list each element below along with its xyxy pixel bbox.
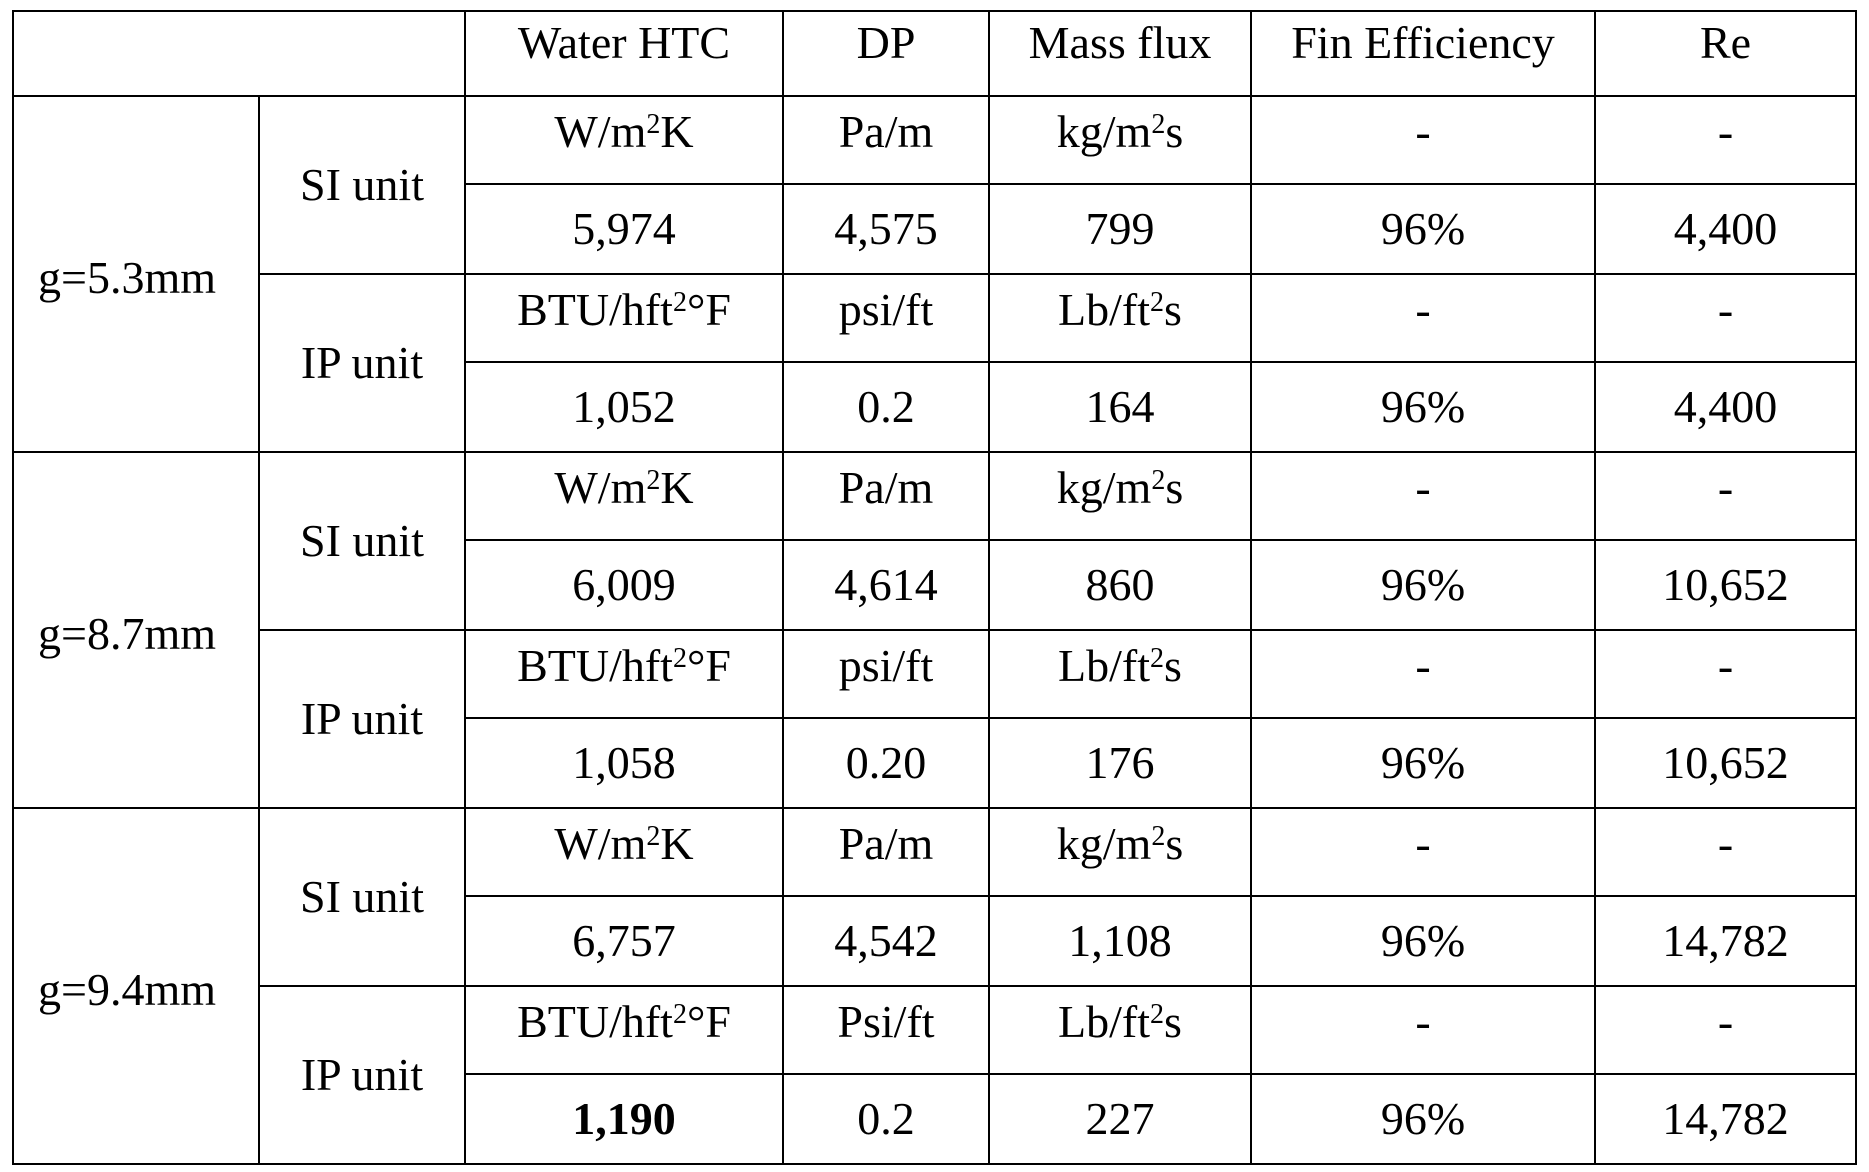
value-cell-htc: 6,757 xyxy=(465,896,783,986)
unit-cell-dp: psi/ft xyxy=(783,274,989,362)
table-row: IP unit BTU/hft2°F psi/ft Lb/ft2s - - xyxy=(13,630,1856,718)
unit-cell-re: - xyxy=(1595,630,1856,718)
column-header-water-htc: Water HTC xyxy=(465,11,783,96)
value-cell-mass-flux: 799 xyxy=(989,184,1251,274)
value-cell-htc: 1,190 xyxy=(465,1074,783,1164)
value-cell-re: 14,782 xyxy=(1595,1074,1856,1164)
unit-cell-fin: - xyxy=(1251,274,1595,362)
value-cell-mass-flux: 227 xyxy=(989,1074,1251,1164)
value-cell-fin: 96% xyxy=(1251,1074,1595,1164)
unit-cell-mass-flux: Lb/ft2s xyxy=(989,274,1251,362)
value-cell-re: 10,652 xyxy=(1595,540,1856,630)
value-cell-dp: 0.2 xyxy=(783,362,989,452)
column-header-mass-flux: Mass flux xyxy=(989,11,1251,96)
unit-system-label: SI unit xyxy=(259,808,465,986)
unit-system-label: SI unit xyxy=(259,452,465,630)
unit-cell-htc: W/m2K xyxy=(465,452,783,540)
header-row: Water HTC DP Mass flux Fin Efficiency Re xyxy=(13,11,1856,96)
unit-cell-htc: BTU/hft2°F xyxy=(465,630,783,718)
results-table: Water HTC DP Mass flux Fin Efficiency Re… xyxy=(12,10,1857,1165)
unit-cell-dp: Pa/m xyxy=(783,452,989,540)
unit-cell-mass-flux: kg/m2s xyxy=(989,96,1251,184)
value-cell-dp: 4,575 xyxy=(783,184,989,274)
unit-cell-mass-flux: kg/m2s xyxy=(989,452,1251,540)
unit-cell-htc: BTU/hft2°F xyxy=(465,274,783,362)
unit-cell-fin: - xyxy=(1251,986,1595,1074)
value-cell-htc: 1,058 xyxy=(465,718,783,808)
value-cell-re: 4,400 xyxy=(1595,362,1856,452)
table-row: IP unit BTU/hft2°F psi/ft Lb/ft2s - - xyxy=(13,274,1856,362)
gap-label: g=9.4mm xyxy=(13,808,259,1164)
unit-cell-mass-flux: Lb/ft2s xyxy=(989,986,1251,1074)
unit-system-label: SI unit xyxy=(259,96,465,274)
value-cell-mass-flux: 164 xyxy=(989,362,1251,452)
column-header-re: Re xyxy=(1595,11,1856,96)
corner-cell xyxy=(13,11,465,96)
value-cell-mass-flux: 1,108 xyxy=(989,896,1251,986)
unit-cell-htc: W/m2K xyxy=(465,96,783,184)
value-cell-htc: 6,009 xyxy=(465,540,783,630)
unit-system-label: IP unit xyxy=(259,630,465,808)
value-cell-re: 4,400 xyxy=(1595,184,1856,274)
value-cell-dp: 0.2 xyxy=(783,1074,989,1164)
value-cell-fin: 96% xyxy=(1251,896,1595,986)
value-cell-fin: 96% xyxy=(1251,362,1595,452)
table-row: g=5.3mm SI unit W/m2K Pa/m kg/m2s - - xyxy=(13,96,1856,184)
unit-cell-re: - xyxy=(1595,452,1856,540)
column-header-dp: DP xyxy=(783,11,989,96)
value-cell-htc: 1,052 xyxy=(465,362,783,452)
gap-label: g=8.7mm xyxy=(13,452,259,808)
unit-cell-dp: psi/ft xyxy=(783,630,989,718)
value-cell-dp: 0.20 xyxy=(783,718,989,808)
value-cell-htc: 5,974 xyxy=(465,184,783,274)
value-cell-re: 10,652 xyxy=(1595,718,1856,808)
table-row: IP unit BTU/hft2°F Psi/ft Lb/ft2s - - xyxy=(13,986,1856,1074)
value-cell-re: 14,782 xyxy=(1595,896,1856,986)
unit-cell-dp: Psi/ft xyxy=(783,986,989,1074)
value-cell-fin: 96% xyxy=(1251,540,1595,630)
unit-cell-re: - xyxy=(1595,808,1856,896)
unit-cell-dp: Pa/m xyxy=(783,808,989,896)
column-header-fin-efficiency: Fin Efficiency xyxy=(1251,11,1595,96)
unit-cell-htc: BTU/hft2°F xyxy=(465,986,783,1074)
value-cell-dp: 4,614 xyxy=(783,540,989,630)
unit-cell-mass-flux: kg/m2s xyxy=(989,808,1251,896)
unit-cell-fin: - xyxy=(1251,630,1595,718)
unit-cell-re: - xyxy=(1595,96,1856,184)
unit-cell-dp: Pa/m xyxy=(783,96,989,184)
unit-cell-htc: W/m2K xyxy=(465,808,783,896)
value-cell-fin: 96% xyxy=(1251,718,1595,808)
value-cell-dp: 4,542 xyxy=(783,896,989,986)
table-row: g=8.7mm SI unit W/m2K Pa/m kg/m2s - - xyxy=(13,452,1856,540)
value-cell-mass-flux: 860 xyxy=(989,540,1251,630)
unit-cell-re: - xyxy=(1595,274,1856,362)
unit-cell-mass-flux: Lb/ft2s xyxy=(989,630,1251,718)
table-row: g=9.4mm SI unit W/m2K Pa/m kg/m2s - - xyxy=(13,808,1856,896)
unit-system-label: IP unit xyxy=(259,274,465,452)
unit-cell-fin: - xyxy=(1251,452,1595,540)
unit-cell-fin: - xyxy=(1251,808,1595,896)
unit-system-label: IP unit xyxy=(259,986,465,1164)
unit-cell-fin: - xyxy=(1251,96,1595,184)
gap-label: g=5.3mm xyxy=(13,96,259,452)
value-cell-fin: 96% xyxy=(1251,184,1595,274)
unit-cell-re: - xyxy=(1595,986,1856,1074)
value-cell-mass-flux: 176 xyxy=(989,718,1251,808)
